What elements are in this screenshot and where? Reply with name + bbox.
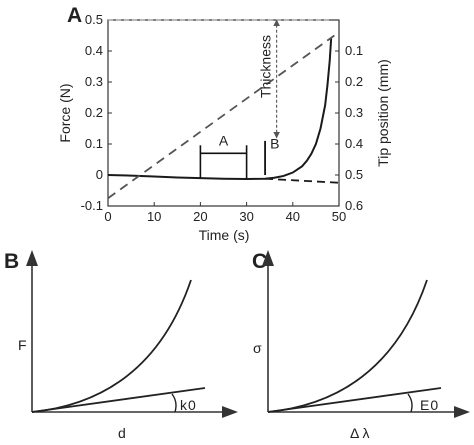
panel-c-nonlinear-curve [267, 279, 428, 413]
y2-tick-label: 0.4 [345, 136, 363, 151]
baseline-extrapolation [265, 177, 340, 184]
x-axis-ticks: 0 10 20 30 40 50 [104, 202, 346, 224]
force-curve [107, 38, 333, 181]
panel-c-y-label: σ [253, 340, 262, 356]
panel-b: B F d k0 [4, 250, 238, 441]
y-axis-label: Force (N) [57, 83, 73, 142]
y2-tick-label: 0.6 [345, 198, 363, 213]
y-tick-label: 0.1 [85, 136, 103, 151]
x-tick-label: 10 [147, 209, 161, 224]
interval-label-a: A [219, 132, 229, 148]
x-axis-label: Time (s) [199, 227, 250, 243]
x-tick-label: 40 [286, 209, 300, 224]
panel-b-x-label: d [118, 425, 126, 441]
interval-marker-a [199, 145, 248, 179]
y-tick-label: 0.3 [85, 74, 103, 89]
panel-c-x-label: Δ λ [350, 425, 369, 441]
x-tick-label: 30 [239, 209, 253, 224]
y2-tick-label: 0.1 [345, 43, 363, 58]
panel-b-letter: B [4, 250, 19, 273]
panel-b-y-arrow-icon [26, 250, 38, 266]
panel-a-annotations: A B Thickness [199, 19, 280, 179]
y2-axis-label: Tip position (mm) [375, 59, 391, 167]
panel-b-angle-arc [171, 393, 177, 413]
tip-position-line [107, 34, 335, 199]
y-tick-label: -0.1 [81, 198, 103, 213]
panel-b-initial-slope-line [31, 387, 206, 413]
y-tick-label: 0.5 [85, 12, 103, 27]
y2-axis-ticks: 0.1 0.2 0.3 0.4 0.5 0.6 [335, 43, 363, 213]
thickness-label: Thickness [258, 35, 274, 98]
panel-a-letter: A [67, 4, 82, 27]
x-tick-label: 0 [104, 209, 111, 224]
panel-c-y-arrow-icon [262, 250, 274, 266]
panel-a: A 0 10 20 30 40 50 -0.100.10.20.30.40.5 0.10.… [57, 4, 391, 243]
panel-b-x-arrow-icon [222, 406, 238, 418]
marker-label-b: B [270, 136, 279, 152]
y2-tick-label: 0.2 [345, 74, 363, 89]
panel-c-initial-slope-line [267, 387, 442, 413]
panel-c-letter: C [252, 250, 267, 273]
panel-b-nonlinear-curve [31, 279, 192, 413]
panel-c-angle-arc [407, 393, 413, 413]
y2-tick-label: 0.3 [345, 105, 363, 120]
x-tick-label: 20 [193, 209, 207, 224]
panel-a-series [107, 34, 340, 199]
panel-b-y-label: F [18, 337, 27, 353]
y-tick-label: 0.2 [85, 105, 103, 120]
x-tick-label: 50 [332, 209, 346, 224]
y-tick-label: 0 [96, 167, 103, 182]
panel-b-angle-label: k0 [180, 397, 196, 413]
panel-c-angle-label: E0 [420, 397, 438, 413]
panel-c-x-arrow-icon [454, 406, 470, 418]
y-tick-label: 0.4 [85, 43, 103, 58]
y-axis-ticks: -0.1 0 0.1 0.2 0.3 0.4 0.5 [81, 12, 112, 213]
panel-c: C σ Δ λ E0 [252, 250, 470, 441]
y2-tick-label: 0.5 [345, 167, 363, 182]
